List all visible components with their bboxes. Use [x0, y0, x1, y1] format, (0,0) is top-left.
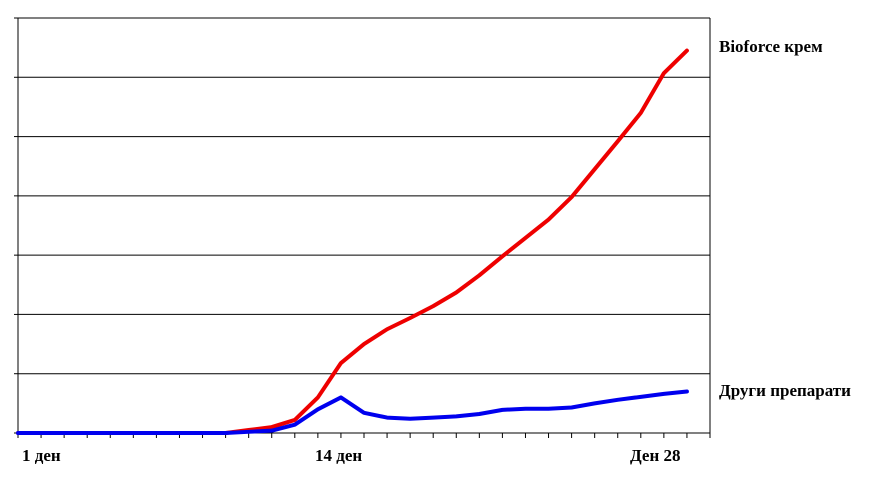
x-axis	[17, 433, 711, 438]
series-line-other-products	[16, 389, 689, 435]
series-line-bioforce	[16, 48, 689, 435]
plot-area	[17, 18, 711, 433]
x-tick-label-day-1: 1 ден	[22, 446, 61, 465]
series-label-bioforce: Bioforce крем	[719, 37, 823, 56]
x-tick-label-day-28: Ден 28	[630, 446, 681, 465]
series-label-other-products: Други препарати	[719, 381, 851, 400]
x-tick-label-day-14: 14 ден	[315, 446, 362, 465]
series-lines	[16, 48, 689, 435]
gridlines	[14, 17, 710, 434]
